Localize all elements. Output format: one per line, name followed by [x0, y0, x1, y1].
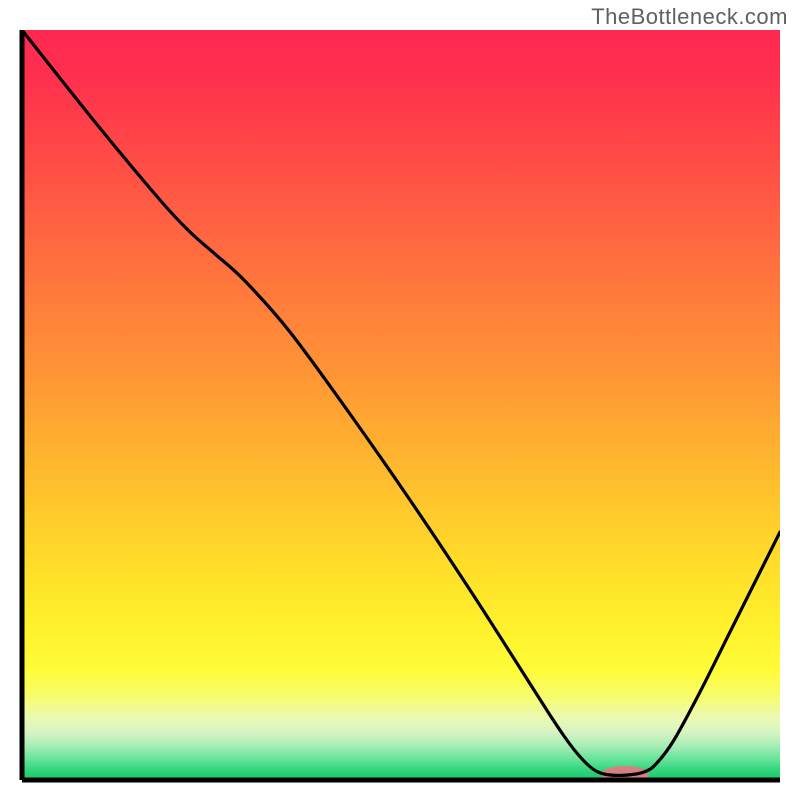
plot-background: [22, 30, 780, 780]
chart-container: TheBottleneck.com: [0, 0, 800, 800]
watermark-text: TheBottleneck.com: [591, 4, 788, 30]
bottleneck-chart: [0, 0, 800, 800]
